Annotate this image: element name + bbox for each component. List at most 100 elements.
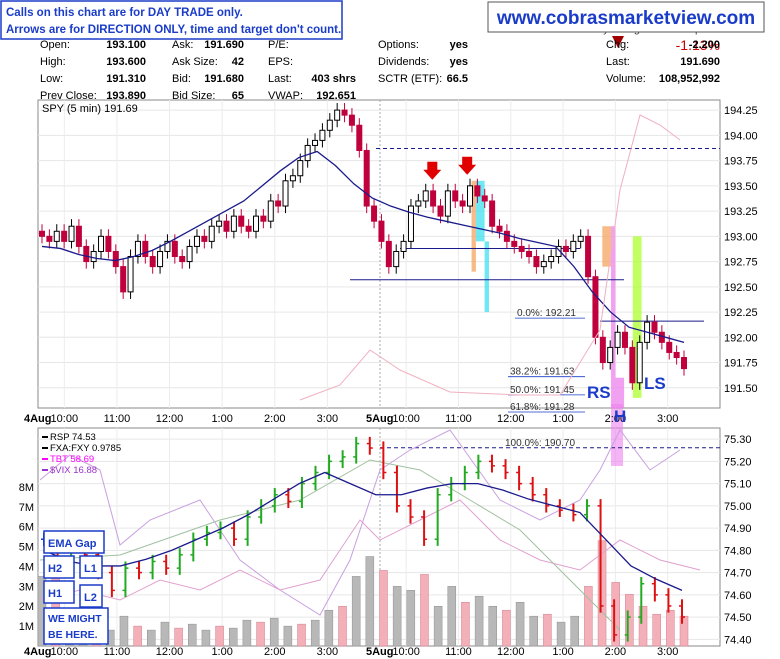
y-tick-label: 192.50 xyxy=(724,282,758,294)
candle-body xyxy=(599,336,606,364)
y-tick-label: 74.70 xyxy=(724,568,752,580)
x-tick-label: 3:00 xyxy=(657,646,678,658)
y-tick-label: 191.75 xyxy=(724,358,758,370)
label-might-1: WE MIGHT xyxy=(48,613,102,625)
volume-bar xyxy=(133,625,142,647)
highlight-zone xyxy=(615,377,625,408)
label-ema-gap: EMA Gap xyxy=(48,538,97,550)
x-tick-label: 4Aug xyxy=(24,646,52,658)
y-tick-label: 193.75 xyxy=(724,156,758,168)
candle-body xyxy=(467,185,473,207)
volume-bar xyxy=(488,605,498,647)
annotation-rs: RS xyxy=(587,383,611,402)
volume-bar xyxy=(597,540,607,647)
volume-bars xyxy=(37,540,689,647)
candle-body xyxy=(430,190,437,207)
header-label: Options: xyxy=(378,39,419,51)
x-tick-label: 3:00 xyxy=(317,413,338,425)
volume-bar xyxy=(461,602,470,647)
header-value: 191.310 xyxy=(106,73,146,85)
candle-body xyxy=(607,346,614,364)
label-h2: H2 xyxy=(48,563,62,575)
x-tick-label: 11:00 xyxy=(445,646,472,658)
volume-bar xyxy=(392,586,402,647)
candle-body xyxy=(548,256,555,263)
candle-body xyxy=(356,124,363,151)
y-tick-label: 193.25 xyxy=(724,206,758,218)
candle-body xyxy=(415,200,422,207)
y-tick-label: 192.75 xyxy=(724,257,758,269)
candle-body xyxy=(230,215,237,232)
header-label: Ask Size: xyxy=(172,56,218,68)
candle-body xyxy=(422,190,429,202)
candle-body xyxy=(105,235,112,252)
volume-bar xyxy=(228,627,238,647)
volume-bar xyxy=(242,619,252,647)
header-value: 66.5 xyxy=(447,73,468,85)
y-tick-label: 191.50 xyxy=(724,383,758,395)
x-tick-label: 2:00 xyxy=(605,413,626,425)
notice-box: Calls on this chart are for DAY TRADE on… xyxy=(0,0,343,40)
setup-boxes: EMA Gap H2 L1 H1 L2 WE MIGHT BE HERE. xyxy=(43,530,109,645)
volume-bar xyxy=(147,629,156,647)
candle-body xyxy=(489,200,496,227)
candle-body xyxy=(348,114,355,126)
header-label: Prev Close: xyxy=(40,90,97,102)
header-value: yes xyxy=(450,39,468,51)
header-label: EPS: xyxy=(268,56,293,68)
ema-line xyxy=(41,150,685,343)
candle-body xyxy=(282,180,289,207)
y-tick-label: 193.00 xyxy=(724,231,758,243)
y-tick-label: 194.00 xyxy=(724,130,758,142)
volume-bar xyxy=(543,613,552,647)
volume-bar xyxy=(174,627,183,647)
x-tick-label: 12:00 xyxy=(156,646,184,658)
x-tick-label: 11:00 xyxy=(445,413,472,425)
volume-bar xyxy=(406,590,416,647)
price-panel-title: SPY (5 min) 191.69 xyxy=(42,103,138,115)
y-tick-label: 74.40 xyxy=(724,634,752,646)
volume-bar xyxy=(297,623,306,647)
down-triangle-icon xyxy=(612,36,624,48)
y-tick-label: 75.20 xyxy=(724,456,752,468)
site-banner: www.cobrasmarketview.com xyxy=(487,1,765,33)
header-label: Dividends: xyxy=(378,56,429,68)
candle-body xyxy=(39,230,45,237)
header-value: 193.890 xyxy=(106,90,146,102)
candle-body xyxy=(112,250,119,268)
volume-bar xyxy=(365,556,375,647)
candle-body xyxy=(171,240,178,258)
volume-bar xyxy=(283,625,293,647)
volume-bar xyxy=(201,629,211,647)
x-tick-label: 4Aug xyxy=(24,413,52,425)
fxa-line xyxy=(39,459,621,631)
highlight-zone xyxy=(471,180,476,272)
x-tick-label: 5Aug xyxy=(366,646,394,658)
header-value: -2.200 xyxy=(689,39,720,51)
y-tick-label: 193.50 xyxy=(724,181,758,193)
header-label: Bid Size: xyxy=(172,90,215,102)
label-might-2: BE HERE. xyxy=(48,629,98,641)
y-tick-label: 74.50 xyxy=(724,612,752,624)
volume-tick-label: 5M xyxy=(19,542,34,554)
label-h1: H1 xyxy=(48,588,62,600)
header-value: 191.690 xyxy=(204,39,244,51)
volume-bar xyxy=(638,605,648,647)
candle-body xyxy=(503,230,510,242)
candle-body xyxy=(289,175,296,182)
volume-bar xyxy=(379,570,388,647)
vix-line xyxy=(39,429,681,616)
header-value: yes xyxy=(450,56,468,68)
candle-body xyxy=(540,261,547,268)
highlight-zone xyxy=(602,226,612,267)
axis-labels: 194.25 194.00 193.75 193.50 193.25 193.00 192.… xyxy=(19,105,758,658)
highlight-zone xyxy=(484,241,489,313)
volume-bar xyxy=(529,615,538,647)
x-tick-label: 12:00 xyxy=(497,646,525,658)
candle-body xyxy=(326,119,333,131)
candle-body xyxy=(193,235,200,247)
candle-body xyxy=(666,341,673,353)
header-value: 191.680 xyxy=(204,73,244,85)
x-tick-label: 12:00 xyxy=(156,413,184,425)
